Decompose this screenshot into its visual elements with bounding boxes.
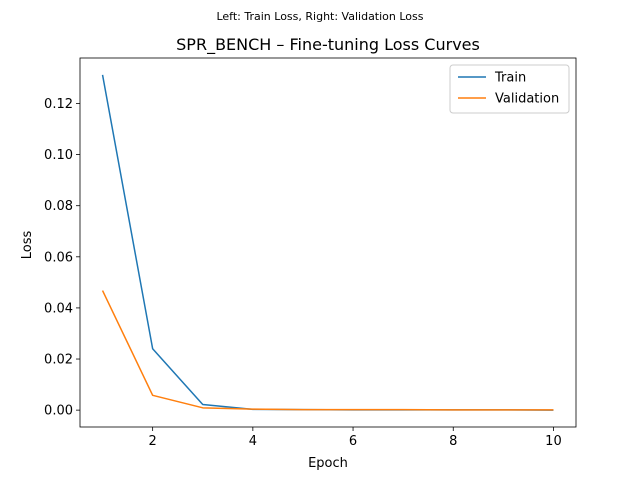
series-line-validation — [101, 290, 554, 411]
y-axis-label: Loss — [20, 231, 35, 260]
y-tick-label: 0.06 — [44, 250, 73, 265]
series-layer — [101, 74, 554, 411]
legend-entry: Train — [494, 71, 526, 86]
figure-suptitle: Left: Train Loss, Right: Validation Loss — [216, 10, 423, 23]
y-tick-label: 0.04 — [44, 301, 73, 316]
plot-area — [79, 57, 577, 428]
y-tick-label: 0.08 — [44, 199, 73, 214]
x-tick-label: 6 — [349, 434, 357, 449]
y-tick-label: 0.12 — [44, 97, 73, 112]
x-tick-label: 2 — [149, 434, 157, 449]
legend-entry: Validation — [495, 92, 559, 107]
x-tick-label: 10 — [545, 434, 562, 449]
chart-title: SPR_BENCH – Fine-tuning Loss Curves — [176, 35, 480, 55]
legend: Train Validation — [449, 64, 570, 114]
y-tick-label: 0.10 — [44, 148, 73, 163]
x-tick-label: 8 — [449, 434, 457, 449]
x-axis-ticks: 2 4 6 8 10 — [149, 427, 562, 449]
y-tick-label: 0.02 — [44, 353, 73, 368]
y-axis-ticks: 0.00 0.02 0.04 0.06 0.08 0.10 0.12 — [44, 97, 80, 419]
y-tick-label: 0.00 — [44, 404, 73, 419]
x-axis-label: Epoch — [308, 456, 348, 471]
axes-frame — [79, 57, 577, 428]
x-tick-label: 4 — [249, 434, 257, 449]
